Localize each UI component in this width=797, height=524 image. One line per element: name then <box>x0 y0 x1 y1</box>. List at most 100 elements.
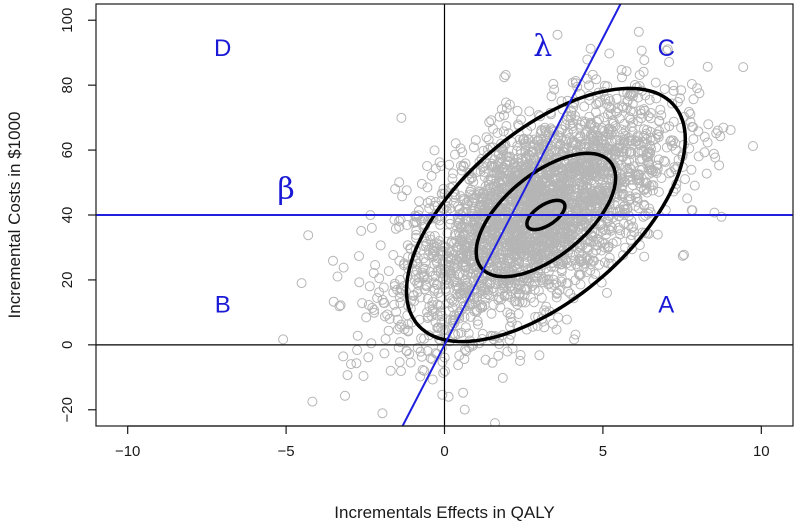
scatter-point <box>383 266 394 277</box>
scatter-point <box>498 126 509 137</box>
scatter-point <box>512 299 523 310</box>
scatter-point <box>493 350 504 361</box>
y-tick-label: 20 <box>59 272 76 289</box>
x-tick-label: 0 <box>440 443 448 460</box>
scatter-point <box>716 211 727 222</box>
scatter-point <box>454 313 465 324</box>
scatter-point <box>533 211 544 222</box>
scatter-point <box>354 277 365 288</box>
scatter-point <box>699 131 710 142</box>
scatter-point <box>468 142 479 153</box>
scatter-point <box>621 156 632 167</box>
scatter-point <box>581 159 592 170</box>
scatter-point <box>712 125 723 136</box>
blue-lines <box>96 4 793 426</box>
scatter-point <box>641 128 652 139</box>
scatter-point <box>478 240 488 251</box>
scatter-point <box>574 195 585 206</box>
scatter-point <box>715 131 726 142</box>
scatter-point <box>455 215 465 226</box>
scatter-point <box>457 285 468 296</box>
scatter-point <box>448 168 458 179</box>
scatter-point <box>512 146 522 156</box>
scatter-point <box>603 129 614 140</box>
scatter-point <box>577 116 588 127</box>
scatter-point <box>510 260 521 271</box>
scatter-point <box>603 93 614 104</box>
scatter-point <box>538 277 549 288</box>
y-tick-label: −20 <box>59 397 76 422</box>
scatter-point <box>620 125 631 136</box>
scatter-point <box>380 311 390 322</box>
scatter-point <box>563 286 574 297</box>
scatter-point <box>635 156 646 167</box>
scatter-point <box>460 301 471 312</box>
scatter-point <box>382 309 393 320</box>
scatter-point <box>448 197 459 208</box>
scatter-point <box>456 236 467 247</box>
scatter-point <box>451 242 462 253</box>
scatter-point <box>472 211 482 222</box>
scatter-point <box>642 187 653 198</box>
scatter-point <box>591 131 602 142</box>
scatter-point <box>553 312 564 323</box>
scatter-point <box>426 170 437 181</box>
scatter-point <box>533 143 544 154</box>
scatter-point <box>422 293 433 304</box>
scatter-point <box>379 348 390 359</box>
scatter-point <box>377 294 388 305</box>
scatter-point <box>650 77 661 88</box>
scatter-point <box>460 247 471 258</box>
scatter-point <box>500 70 511 80</box>
scatter-point <box>394 255 405 266</box>
scatter-point <box>430 197 441 207</box>
scatter-point <box>487 234 498 245</box>
scatter-point <box>506 237 517 248</box>
scatter-point <box>473 319 483 330</box>
scatter-point <box>413 280 424 291</box>
scatter-point <box>584 254 595 265</box>
scatter-point <box>455 191 466 202</box>
scatter-point <box>551 324 562 335</box>
scatter-point <box>414 196 425 207</box>
scatter-point <box>545 179 556 190</box>
scatter-point <box>364 281 375 292</box>
scatter-point <box>358 371 369 381</box>
scatter-point <box>521 243 532 254</box>
scatter-point <box>494 187 505 198</box>
scatter-point <box>465 232 476 243</box>
scatter-point <box>378 282 389 293</box>
scatter-point <box>605 96 616 107</box>
scatter-point <box>461 222 471 233</box>
scatter-point <box>351 358 362 369</box>
scatter-point <box>395 274 406 285</box>
scatter-point <box>422 161 433 171</box>
scatter-point <box>453 328 464 339</box>
scatter-point <box>524 150 535 161</box>
scatter-points <box>278 26 758 426</box>
scatter-point <box>725 125 736 135</box>
scatter-point <box>442 192 453 203</box>
scatter-point <box>640 227 650 238</box>
scatter-point <box>613 222 624 233</box>
scatter-point <box>645 207 656 218</box>
scatter-point <box>340 390 350 401</box>
scatter-point <box>509 296 520 307</box>
scatter-point <box>385 365 396 376</box>
scatter-point <box>488 283 499 294</box>
lambda-line <box>401 4 622 426</box>
scatter-point <box>303 230 314 241</box>
scatter-point <box>579 172 590 183</box>
scatter-point <box>328 296 339 307</box>
scatter-point <box>420 236 431 247</box>
scatter-point <box>601 229 612 240</box>
scatter-point <box>458 387 469 398</box>
scatter-point <box>492 161 503 172</box>
scatter-point <box>416 333 427 344</box>
scatter-point <box>495 302 506 313</box>
lambda-label: λ <box>533 29 552 64</box>
scatter-point <box>551 288 562 299</box>
scatter-point <box>412 342 423 353</box>
scatter-point <box>396 366 406 377</box>
scatter-point <box>497 202 508 213</box>
